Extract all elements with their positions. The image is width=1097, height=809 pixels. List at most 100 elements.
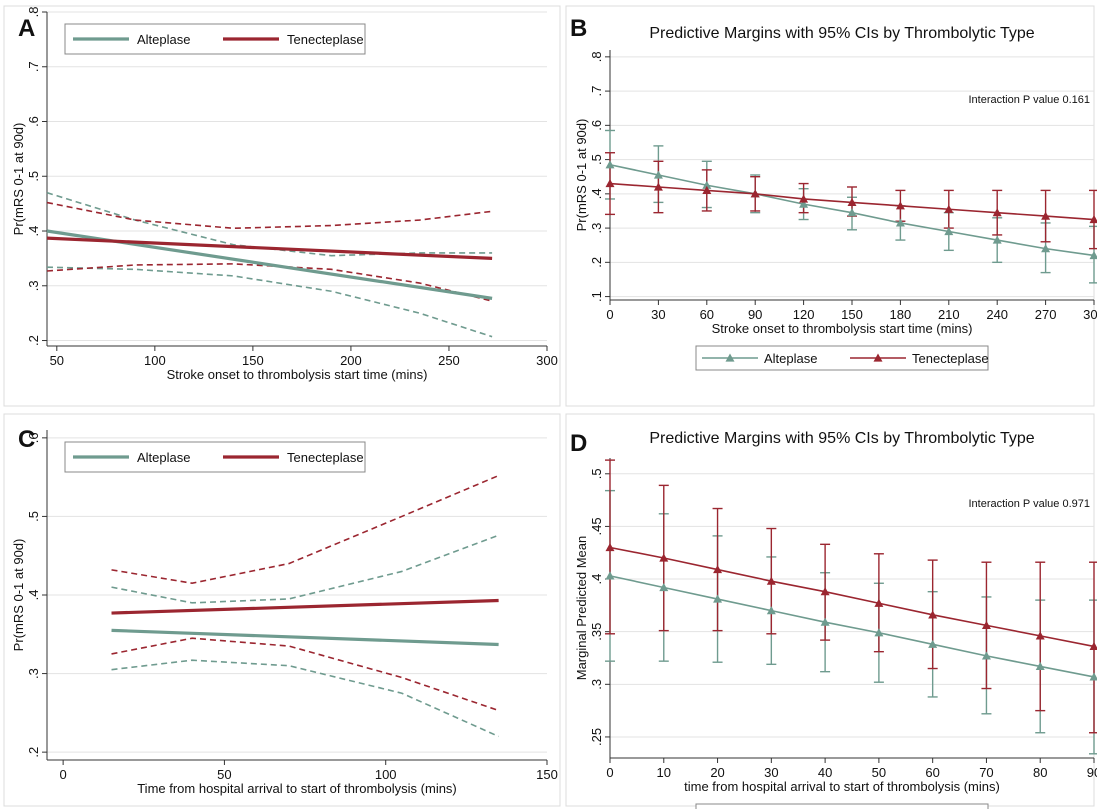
x-tick-label: 30: [764, 765, 778, 780]
y-axis-title: Pr(mRS 0-1 at 90d): [574, 119, 589, 232]
x-tick-label: 150: [242, 353, 264, 368]
alteplase-data-point: [713, 594, 723, 603]
y-tick-label: .7: [589, 86, 604, 97]
legend-label: Tenecteplase: [287, 450, 364, 465]
x-axis-title: Stroke onset to thrombolysis start time …: [712, 321, 973, 336]
x-tick-label: 0: [606, 307, 613, 322]
tenecteplase-data-point: [713, 565, 723, 574]
tenecteplase-fit-line: [46, 236, 493, 260]
y-tick-label: .8: [589, 51, 604, 62]
tenecteplase-data-point: [847, 197, 857, 206]
tenecteplase-data-point: [1089, 641, 1097, 651]
panel-c: C .2 .3 .4 .5 .6 0 50 100 150 Time from hospital a…: [11, 426, 558, 796]
legend-label: Alteplase: [137, 450, 190, 465]
x-tick-label: 100: [144, 353, 166, 368]
panel-c-frame: [3, 413, 561, 807]
tenecteplase-data-point: [1089, 215, 1097, 224]
y-tick-label: .6: [26, 116, 41, 127]
panel-a: A .2 .3 .4 .5 .6 .7 .8 50 100 150 200 250 300 Stroke o…: [11, 7, 558, 382]
panel-letter: A: [18, 15, 35, 42]
alteplase-data-point: [992, 235, 1002, 244]
legend-label: Tenecteplase: [912, 351, 989, 366]
tenecteplase-data-point: [820, 587, 830, 596]
alteplase-lower-ci: [46, 266, 493, 338]
y-axis-title: Pr(mRS 0-1 at 90d): [11, 539, 26, 652]
tenecteplase-data-point: [895, 201, 905, 210]
interaction-p-value: Interaction P value 0.161: [969, 94, 1091, 106]
alteplase-fit-line: [111, 628, 499, 647]
alteplase-data-point: [605, 571, 615, 580]
legend-marker: [873, 353, 883, 362]
alteplase-upper-ci: [111, 534, 499, 604]
y-tick-label: .45: [589, 517, 604, 535]
tenecteplase-data-point: [944, 204, 954, 213]
tenecteplase-lower-ci: [111, 637, 499, 712]
panel-b: B Predictive Margins with 95% CIs by Thro…: [570, 15, 1097, 371]
y-tick-label: .5: [589, 154, 604, 165]
x-tick-label: 150: [841, 307, 863, 322]
y-tick-label: .5: [26, 511, 41, 522]
alteplase-data-point: [928, 639, 938, 648]
legend-label: Alteplase: [137, 32, 190, 47]
x-axis-title: Stroke onset to thrombolysis start time …: [167, 367, 428, 382]
y-tick-label: .4: [589, 574, 604, 585]
y-tick-label: .3: [589, 679, 604, 690]
tenecteplase-data-point: [605, 542, 615, 552]
x-tick-label: 30: [651, 307, 665, 322]
alteplase-data-point: [874, 628, 884, 637]
tenecteplase-data-point: [799, 194, 809, 203]
y-tick-label: .3: [26, 280, 41, 291]
alteplase-data-point: [847, 208, 857, 217]
alteplase-data-point: [1089, 250, 1097, 260]
y-tick-label: .6: [26, 432, 41, 443]
legend-marker: [725, 353, 735, 362]
x-tick-label: 60: [700, 307, 714, 322]
panel-a-frame: [3, 5, 561, 407]
tenecteplase-fit-line: [111, 598, 499, 615]
x-tick-label: 100: [375, 767, 397, 782]
alteplase-data-point: [799, 199, 809, 208]
y-tick-label: .4: [26, 590, 41, 601]
chart-title: Predictive Margins with 95% CIs by Throm…: [649, 25, 1034, 42]
y-tick-label: .4: [589, 188, 604, 199]
alteplase-data-point: [895, 218, 905, 227]
panel-d: D Predictive Margins with 95% CIs by Thro…: [570, 430, 1097, 809]
x-tick-label: 250: [438, 353, 460, 368]
alteplase-data-point: [1035, 661, 1045, 671]
y-tick-label: .5: [589, 468, 604, 479]
tenecteplase-data-point: [750, 189, 760, 198]
y-tick-label: .35: [589, 623, 604, 641]
tenecteplase-upper-ci: [46, 201, 493, 230]
x-tick-label: 210: [938, 307, 960, 322]
x-tick-label: 90: [748, 307, 762, 322]
x-tick-label: 70: [979, 765, 993, 780]
x-tick-label: 200: [340, 353, 362, 368]
y-tick-label: .2: [26, 747, 41, 758]
panel-b-frame: [565, 5, 1095, 407]
tenecteplase-data-point: [874, 598, 884, 607]
tenecteplase-data-point: [928, 610, 938, 619]
alteplase-data-point: [820, 617, 830, 626]
y-tick-label: .7: [26, 61, 41, 72]
x-tick-label: 180: [890, 307, 912, 322]
x-tick-label: 270: [1035, 307, 1057, 322]
chart-title: Predictive Margins with 95% CIs by Throm…: [649, 430, 1034, 447]
x-tick-label: 0: [606, 765, 613, 780]
tenecteplase-upper-ci: [111, 474, 499, 585]
alteplase-data-point: [766, 606, 776, 615]
x-tick-label: 90: [1087, 765, 1097, 780]
y-tick-label: .3: [589, 223, 604, 234]
x-tick-label: 60: [925, 765, 939, 780]
x-tick-label: 240: [986, 307, 1008, 322]
tenecteplase-data-point: [702, 185, 712, 195]
y-tick-label: .25: [589, 728, 604, 746]
legend-label: Alteplase: [764, 351, 817, 366]
tenecteplase-series-line: [609, 546, 1095, 648]
x-tick-label: 40: [818, 765, 832, 780]
panel-letter: D: [570, 430, 587, 457]
alteplase-series-line: [609, 575, 1095, 678]
alteplase-lower-ci: [111, 659, 499, 738]
alteplase-data-point: [653, 170, 663, 179]
tenecteplase-data-point: [1035, 631, 1045, 640]
